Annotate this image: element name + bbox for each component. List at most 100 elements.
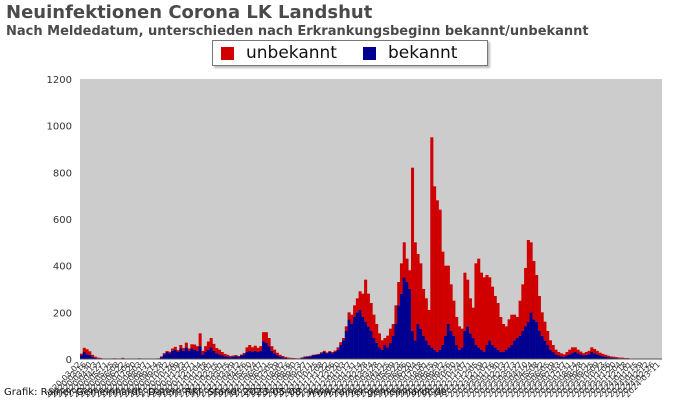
- bar-bekannt: [399, 293, 404, 359]
- bar-unbekannt: [466, 279, 470, 327]
- bar-unbekannt: [286, 357, 290, 359]
- bar-unbekannt: [366, 293, 370, 327]
- bar-unbekannt: [444, 265, 448, 336]
- bar-unbekannt: [190, 344, 194, 349]
- bar-unbekannt: [179, 345, 183, 349]
- bar-unbekannt: [562, 354, 566, 357]
- bar-unbekannt: [422, 289, 426, 336]
- bar-unbekannt: [319, 352, 324, 354]
- bar-unbekannt: [435, 200, 439, 352]
- bar-bekannt: [226, 356, 230, 359]
- chart-legend: unbekannt bekannt: [212, 40, 488, 66]
- bar-unbekannt: [278, 354, 282, 357]
- bar-unbekannt: [604, 354, 608, 357]
- bar-bekannt: [187, 350, 191, 359]
- bar-bekannt: [510, 345, 514, 359]
- bar-bekannt: [168, 353, 172, 359]
- bar-bekannt: [88, 354, 92, 359]
- bar-unbekannt: [488, 277, 492, 341]
- legend-item-unbekannt: unbekannt: [221, 43, 337, 63]
- bar-unbekannt: [226, 354, 230, 357]
- bar-bekannt: [488, 340, 492, 359]
- bar-unbekannt: [554, 349, 558, 355]
- bar-bekannt: [587, 354, 591, 359]
- bar-bekannt: [411, 331, 415, 359]
- bar-unbekannt: [394, 305, 398, 324]
- bar-bekannt: [546, 345, 550, 359]
- bar-unbekannt: [195, 346, 199, 351]
- bar-unbekannt: [587, 350, 591, 355]
- bar-bekannt: [248, 350, 252, 359]
- legend-label-bekannt: bekannt: [387, 43, 458, 63]
- bar-unbekannt: [267, 338, 271, 347]
- chart-title: Neuinfektionen Corona LK Landshut: [6, 2, 373, 23]
- bar-unbekannt: [433, 186, 437, 350]
- bar-unbekannt: [239, 354, 244, 356]
- bar-unbekannt: [231, 355, 235, 357]
- bar-bekannt: [518, 335, 522, 359]
- bar-unbekannt: [457, 326, 461, 350]
- bar-unbekannt: [521, 284, 525, 331]
- bar-bekannt: [504, 349, 508, 359]
- bar-bekannt: [162, 354, 166, 359]
- bar-unbekannt: [386, 335, 390, 348]
- bar-bekannt: [435, 352, 439, 359]
- bar-bekannt: [173, 349, 177, 359]
- bar-bekannt: [430, 347, 434, 359]
- bar-unbekannt: [251, 347, 255, 352]
- bar-unbekannt: [441, 251, 445, 345]
- bar-unbekannt: [248, 345, 252, 351]
- bar-unbekannt: [537, 296, 541, 331]
- bar-unbekannt: [482, 277, 486, 352]
- bar-unbekannt: [532, 261, 536, 320]
- bar-bekannt: [184, 347, 188, 359]
- bar-bekannt: [474, 345, 478, 359]
- bar-unbekannt: [579, 351, 583, 355]
- bar-bekannt: [526, 321, 530, 359]
- bar-bekannt: [372, 338, 376, 359]
- bar-bekannt: [551, 352, 555, 359]
- bar-bekannt: [590, 352, 594, 359]
- bar-bekannt: [171, 350, 175, 359]
- bar-unbekannt: [165, 351, 169, 352]
- bar-bekannt: [449, 331, 453, 359]
- bar-unbekannt: [399, 263, 404, 294]
- bar-bekannt: [455, 345, 459, 359]
- bar-unbekannt: [496, 303, 500, 350]
- bar-bekannt: [358, 310, 362, 359]
- bar-bekannt: [342, 340, 346, 359]
- bar-bekannt: [319, 353, 324, 359]
- bar-bekannt: [529, 312, 533, 359]
- legend-swatch-bekannt: [362, 46, 376, 60]
- bar-bekannt: [193, 349, 197, 359]
- bar-unbekannt: [96, 357, 100, 359]
- bar-bekannt: [515, 338, 519, 359]
- bar-bekannt: [493, 347, 497, 359]
- bar-unbekannt: [590, 347, 594, 352]
- bar-bekannt: [460, 347, 464, 359]
- bar-unbekannt: [565, 352, 569, 356]
- bar-unbekannt: [405, 258, 409, 282]
- bar-bekannt: [579, 354, 583, 359]
- bar-bekannt: [540, 335, 544, 359]
- bar-bekannt: [234, 356, 238, 359]
- bar-unbekannt: [93, 356, 97, 358]
- bar-unbekannt: [369, 303, 373, 331]
- bar-bekannt: [195, 350, 199, 359]
- bar-bekannt: [308, 356, 312, 359]
- bar-unbekannt: [551, 345, 555, 352]
- bar-bekannt: [601, 356, 605, 359]
- bar-bekannt: [482, 352, 486, 359]
- bar-unbekannt: [413, 242, 417, 341]
- bar-unbekannt: [204, 346, 208, 352]
- bar-bekannt: [433, 349, 437, 359]
- bar-unbekannt: [193, 344, 197, 350]
- bar-unbekannt: [342, 338, 346, 341]
- bar-unbekannt: [344, 326, 348, 331]
- bar-unbekannt: [606, 355, 610, 358]
- bar-unbekannt: [217, 349, 221, 355]
- bar-bekannt: [468, 333, 472, 359]
- bar-bekannt: [576, 353, 580, 359]
- bar-unbekannt: [311, 354, 315, 356]
- bar-bekannt: [457, 349, 461, 359]
